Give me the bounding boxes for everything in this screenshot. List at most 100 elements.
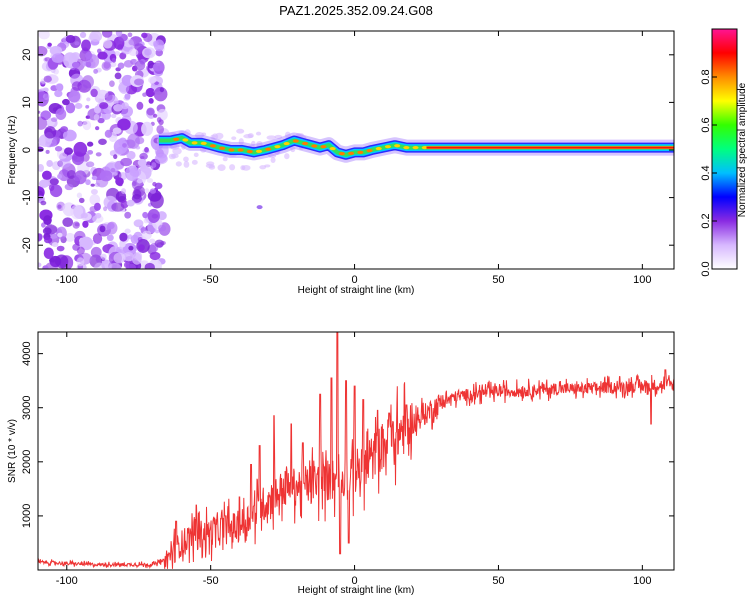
- spectrogram-noise-blob: [44, 237, 53, 244]
- spectrogram-noise-blob: [124, 228, 131, 234]
- spectrogram-noise-blob: [266, 135, 277, 140]
- spectrogram-noise-blob: [62, 129, 77, 142]
- spectrogram-noise-blob: [106, 234, 114, 242]
- spectrogram-noise-blob: [65, 35, 76, 43]
- spectrogram-noise-blob: [191, 159, 198, 165]
- spectrogram-noise-blob: [137, 158, 147, 167]
- spectrogram-noise-blob: [115, 31, 123, 37]
- spectrogram-noise-blob: [91, 175, 98, 181]
- snr-x-tick-label: 0: [351, 575, 357, 587]
- spectrogram-noise-blob: [139, 152, 148, 160]
- spectrogram-noise-blob: [93, 202, 101, 211]
- spectrogram-noise-blob: [76, 257, 85, 267]
- spectrogram-noise-blob: [38, 110, 41, 114]
- spectrogram-noise-blob: [241, 164, 251, 171]
- spectrogram-noise-blob: [152, 181, 157, 187]
- spectrogram-noise-blob: [135, 145, 141, 150]
- ridge-hotspot: [228, 148, 235, 152]
- ridge-hotspot: [357, 150, 364, 154]
- spectrogram-noise-blob: [97, 51, 108, 60]
- spectrogram-noise-blob: [158, 224, 167, 232]
- spectrogram-noise-blob: [85, 179, 91, 186]
- spectrogram-noise-blob: [118, 81, 130, 94]
- spectrogram-noise-blob: [46, 159, 54, 168]
- spectrogram-noise-blob: [152, 62, 164, 72]
- spectrogram-noise-blob: [205, 163, 215, 169]
- ridge-hotspot: [173, 137, 180, 141]
- spectrogram-noise-blob: [144, 147, 149, 153]
- spectrogram-noise-blob: [153, 39, 165, 52]
- spectrogram-noise-blob: [236, 128, 245, 134]
- spectrogram-noise-blob: [156, 124, 165, 135]
- spectrogram-noise-blob: [76, 192, 83, 199]
- spectrogram-noise-blob: [98, 138, 107, 145]
- spectrogram-noise-blob: [49, 178, 59, 186]
- spectrogram-noise-blob: [64, 183, 74, 191]
- spectrogram-x-tick-label: -50: [203, 274, 219, 286]
- spectrogram-noise-blob: [134, 60, 146, 71]
- ridge-hotspot: [274, 145, 281, 149]
- spectrogram-noise-blob: [109, 80, 115, 87]
- ridge-hotspot: [311, 144, 318, 148]
- spectrogram-noise-blobs: [38, 31, 307, 269]
- spectrogram-noise-blob: [141, 230, 152, 240]
- spectrogram-noise-blob: [146, 178, 154, 183]
- spectrogram-noise-blob: [133, 219, 144, 228]
- spectrogram-noise-blob: [124, 211, 132, 219]
- spectrogram-noise-blob: [42, 93, 50, 100]
- snr-plot-area: [38, 332, 674, 570]
- spectrogram-noise-blob: [256, 141, 263, 148]
- ridge-hotspot: [283, 141, 290, 146]
- snr-y-axis-title: SNR (10 * v/v): [7, 419, 18, 483]
- ridge-hotspot: [191, 141, 198, 145]
- spectrogram-noise-blob: [100, 253, 107, 260]
- colorbar-tick-label: 0.8: [700, 69, 712, 84]
- snr-panel: -100 -50 0 50 100 1000 2000 3000 4000 Height of…: [7, 331, 675, 596]
- spectrogram-noise-blob: [145, 87, 156, 98]
- spectrogram-noise-blob: [80, 212, 88, 219]
- spectrogram-noise-blob: [42, 87, 49, 93]
- spectrogram-noise-blob: [124, 93, 131, 100]
- spectrogram-noise-blob: [42, 265, 49, 269]
- spectrogram-x-axis-title: Height of straight line (km): [298, 285, 415, 296]
- spectrogram-noise-blob: [99, 170, 113, 182]
- spectrogram-noise-blob: [50, 117, 58, 123]
- spectrogram-noise-blob: [47, 42, 52, 47]
- spectrogram-noise-blob: [112, 127, 122, 134]
- ridge-hotspot: [246, 149, 253, 154]
- spectrogram-noise-blob: [51, 242, 59, 248]
- snr-background: [38, 332, 674, 570]
- spectrogram-isolated-blob: [256, 205, 263, 210]
- spectrogram-ridge: [158, 130, 674, 210]
- spectrogram-noise-blob: [238, 138, 244, 146]
- ridge-hotspot: [421, 146, 428, 150]
- spectrogram-noise-blob: [142, 211, 149, 219]
- spectrogram-noise-blob: [144, 48, 152, 56]
- spectrogram-noise-blob: [55, 83, 63, 91]
- snr-x-ticks: -100 -50 0 50 100: [56, 332, 652, 587]
- ridge-hotspot: [209, 144, 216, 148]
- spectrogram-noise-blob: [133, 185, 146, 197]
- spectrogram-noise-blob: [119, 52, 127, 60]
- spectrogram-noise-blob: [72, 221, 80, 229]
- spectrogram-noise-blob: [120, 200, 129, 209]
- spectrogram-noise-blob: [144, 262, 155, 269]
- ridge-hotspot: [237, 148, 244, 152]
- spectrogram-x-tick-label: -100: [56, 274, 78, 286]
- spectrogram-noise-blob: [143, 33, 153, 43]
- spectrogram-noise-blob: [143, 218, 150, 224]
- spectrogram-noise-blob: [71, 61, 80, 69]
- spectrogram-noise-blob: [183, 161, 190, 168]
- spectrogram-noise-blob: [193, 152, 199, 158]
- spectrogram-noise-blob: [154, 153, 168, 165]
- spectrogram-noise-blob: [148, 76, 157, 84]
- colorbar-gradient: [711, 28, 738, 270]
- spectrogram-noise-blob: [45, 149, 50, 154]
- spectrogram-noise-blob: [48, 184, 55, 192]
- spectrogram-noise-blob: [201, 132, 207, 136]
- spectrogram-noise-blob: [38, 46, 48, 57]
- snr-x-axis-title: Height of straight line (km): [298, 585, 415, 596]
- ridge-hotspot: [375, 146, 382, 151]
